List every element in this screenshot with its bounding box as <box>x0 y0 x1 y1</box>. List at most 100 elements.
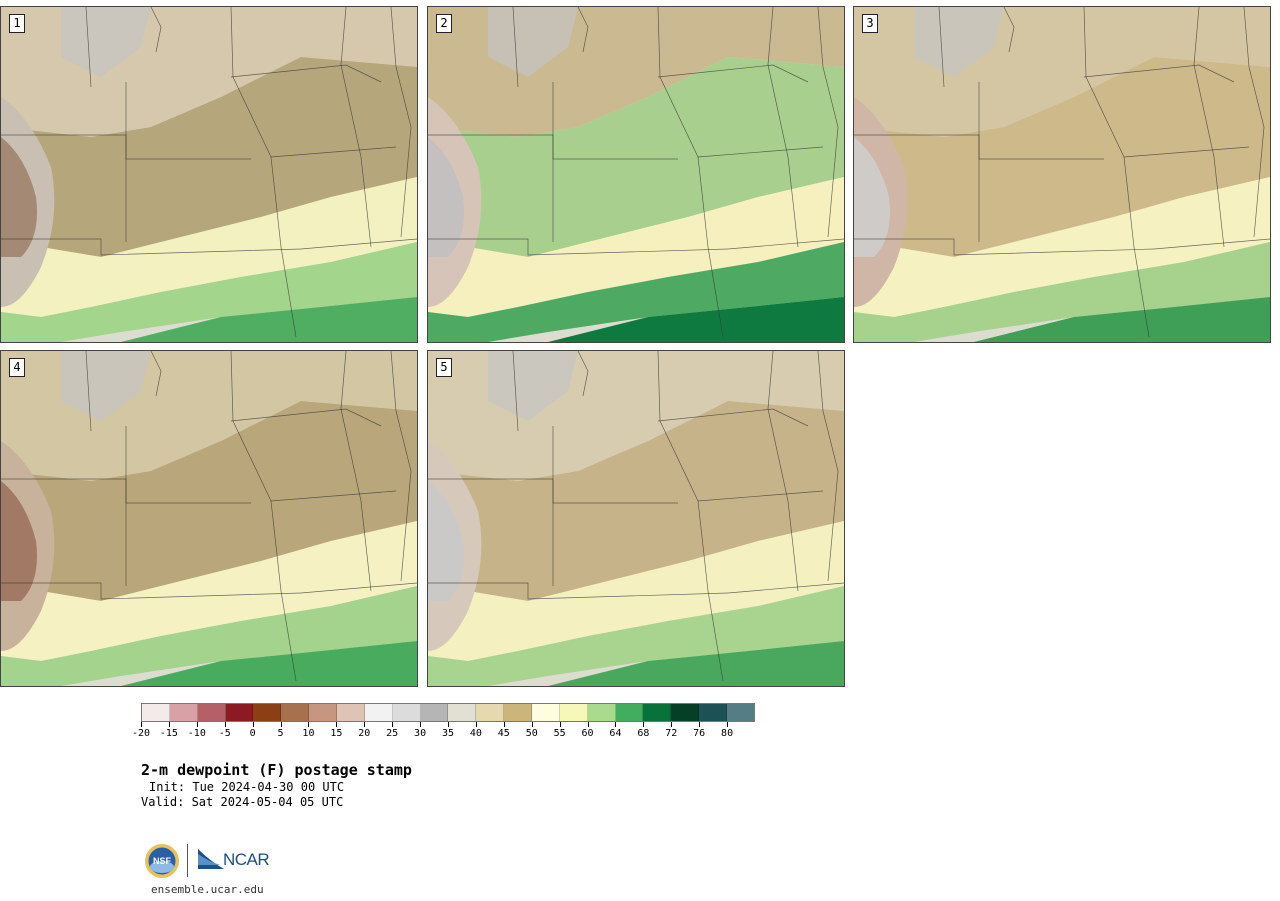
dewpoint-map <box>1 351 417 686</box>
dewpoint-zone <box>121 297 417 342</box>
colorbar-tick-label: -5 <box>218 728 231 739</box>
mountain-zone <box>428 481 464 601</box>
state-border <box>85 7 92 88</box>
colorbar-tick <box>308 722 310 727</box>
state-border <box>697 490 824 502</box>
state-border <box>150 351 162 397</box>
ncar-mark-icon <box>198 849 224 869</box>
panel-number-label: 1 <box>9 14 25 33</box>
colorbar-tick-label: -10 <box>187 728 206 739</box>
dewpoint-zone <box>428 177 844 317</box>
colorbar-tick-label: 68 <box>637 728 650 739</box>
dewpoint-map <box>428 7 844 342</box>
state-border <box>300 238 417 250</box>
colorbar-tick-label: -20 <box>131 728 151 739</box>
colorbar-segment <box>671 704 700 721</box>
colorbar-tick-label: 35 <box>441 728 455 739</box>
dewpoint-zone <box>548 297 844 342</box>
colorbar-tick <box>503 722 505 727</box>
colorbar-tick <box>559 722 561 727</box>
nsf-logo-text: NSF <box>153 856 172 866</box>
colorbar-segment <box>615 704 644 721</box>
mountain-zone <box>1 481 37 601</box>
colorbar-tick-label: 72 <box>665 728 678 739</box>
dewpoint-zone <box>1 57 417 257</box>
panel-number-label: 3 <box>862 14 878 33</box>
colorbar-tick <box>699 722 701 727</box>
dewpoint-zone <box>548 641 844 686</box>
colorbar-tick <box>615 722 617 727</box>
state-border <box>85 351 92 432</box>
colorbar-segment <box>643 704 672 721</box>
state-border <box>150 7 162 53</box>
colorbar-tick-label: 80 <box>721 728 734 739</box>
colorbar-segment <box>559 704 588 721</box>
colorbar-tick <box>224 722 226 727</box>
state-border <box>230 408 382 427</box>
map-panel-1: 1 <box>0 6 418 343</box>
website-link[interactable]: ensemble.ucar.edu <box>151 883 264 896</box>
colorbar-tick <box>448 722 449 727</box>
state-border <box>390 7 412 238</box>
dewpoint-zone <box>428 57 844 257</box>
state-border <box>727 238 844 250</box>
state-border <box>767 351 799 592</box>
map-panel-4: 4 <box>0 350 418 687</box>
dewpoint-zone <box>1 242 417 342</box>
colorbar-tick-label: 5 <box>277 728 284 739</box>
state-border <box>1153 238 1270 250</box>
colorbar-segment <box>699 704 728 721</box>
mountain-zone <box>428 137 464 257</box>
dewpoint-map <box>854 7 1270 342</box>
state-border <box>657 64 809 83</box>
colorbar-tick-label: 15 <box>330 728 343 739</box>
state-border <box>577 7 589 53</box>
dry-zone <box>488 7 578 77</box>
dewpoint-zone <box>854 57 1270 257</box>
colorbar-ticks: -20 -15 -10 -5 0 5 10 15 20 25 30 35 40 45 50 55 60 64 68 7… <box>132 722 755 742</box>
colorbar-segment <box>587 704 616 721</box>
state-border <box>512 351 519 432</box>
state-border <box>1243 7 1265 238</box>
colorbar-tick <box>420 722 422 727</box>
state-border <box>300 582 417 594</box>
state-border <box>390 351 412 582</box>
valid-time: Valid: Sat 2024-05-04 05 UTC <box>141 795 344 809</box>
state-border <box>1123 146 1250 158</box>
colorbar <box>141 703 755 722</box>
colorbar-tick <box>252 722 254 727</box>
plot-title: 2-m dewpoint (F) postage stamp <box>141 761 412 779</box>
dewpoint-zone <box>428 586 844 686</box>
map-panel-3: 3 <box>853 6 1271 343</box>
state-border <box>938 7 945 88</box>
dewpoint-zone <box>1 401 417 601</box>
colorbar-segment <box>225 704 254 721</box>
colorbar-segment <box>420 704 449 721</box>
colorbar-tick-label: 76 <box>693 728 706 739</box>
dewpoint-zone <box>854 242 1270 342</box>
colorbar-tick <box>196 722 198 727</box>
state-border <box>230 64 382 83</box>
colorbar-segment <box>364 704 393 721</box>
colorbar-tick <box>587 722 589 727</box>
colorbar-segment <box>504 704 533 721</box>
colorbar-tick-label: 45 <box>497 728 510 739</box>
dewpoint-map <box>1 7 417 342</box>
state-border <box>657 408 809 427</box>
colorbar-tick-label: 10 <box>302 728 315 739</box>
state-border <box>340 7 372 248</box>
dewpoint-map <box>428 351 844 686</box>
dry-zone <box>914 7 1004 77</box>
colorbar-tick-label: 50 <box>525 728 538 739</box>
colorbar-tick-label: 30 <box>414 728 427 739</box>
colorbar-segment <box>197 704 226 721</box>
colorbar-segment <box>476 704 505 721</box>
dry-zone <box>61 7 151 77</box>
panel-number-label: 4 <box>9 358 25 377</box>
state-border <box>428 238 729 256</box>
colorbar-tick <box>531 722 533 727</box>
state-border <box>697 146 824 158</box>
colorbar-segment <box>253 704 282 721</box>
colorbar-tick-label: 20 <box>358 728 371 739</box>
state-border <box>767 7 799 248</box>
